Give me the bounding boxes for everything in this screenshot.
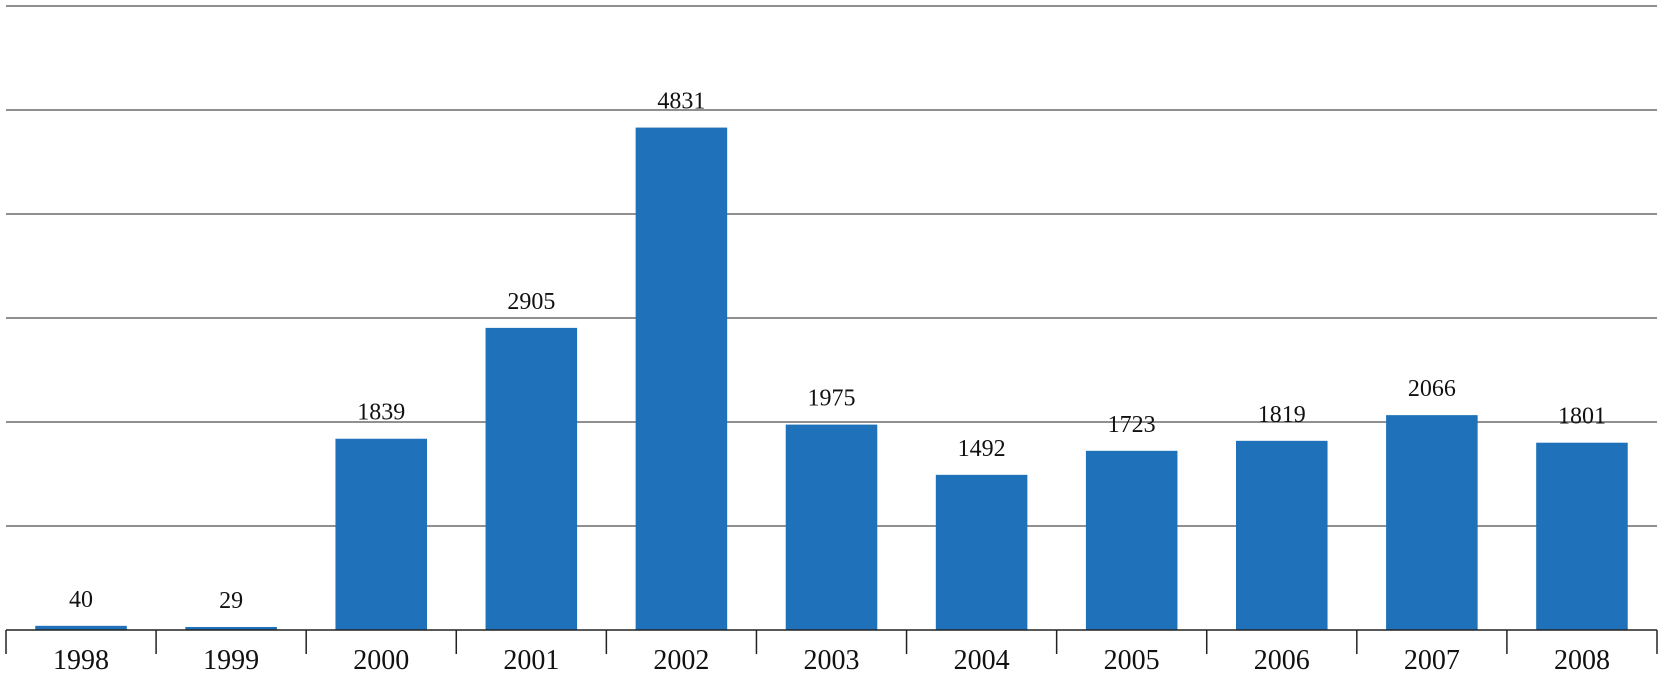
data-label-2005: 1723 [1108,412,1156,438]
x-tick-label-1998: 1998 [53,645,109,676]
x-tick-label-2004: 2004 [954,645,1010,676]
x-tick-label-2008: 2008 [1554,645,1610,676]
bar-2008 [1536,442,1628,630]
x-tick-label-2003: 2003 [804,645,860,676]
data-labels: 40 29 1839 2905 4831 1975 1492 1723 1819 2066 1801 [69,89,1606,614]
data-label-2008: 1801 [1558,404,1606,430]
x-tick-label-2002: 2002 [653,645,709,676]
data-label-2001: 2905 [507,289,555,315]
gridlines [6,5,1657,527]
x-tick-label-2001: 2001 [503,645,559,676]
data-label-1998: 40 [69,587,93,613]
bar-1998 [35,625,127,630]
data-label-2003: 1975 [808,386,856,412]
data-label-2000: 1839 [357,400,405,426]
x-axis: 1998 1999 2000 2001 2002 2003 2004 2005 2006 2007… [5,629,1658,676]
data-label-2006: 1819 [1258,402,1306,428]
bars [35,127,1628,631]
bar-2004 [935,474,1028,630]
x-tick-label-2000: 2000 [353,645,409,676]
bar-2005 [1085,450,1178,630]
data-label-2004: 1492 [958,436,1006,462]
bar-2007 [1386,415,1478,630]
x-tick-label-2006: 2006 [1254,645,1310,676]
bar-2002 [635,127,728,631]
bar-2006 [1235,440,1328,630]
bar-2003 [785,424,878,630]
data-label-2007: 2066 [1408,376,1456,402]
bar-2000 [335,438,428,630]
x-tick-label-1999: 1999 [203,645,259,676]
data-label-2002: 4831 [657,89,705,115]
x-tick-label-2007: 2007 [1404,645,1460,676]
bar-1999 [185,626,277,630]
bar-2001 [485,327,578,630]
x-tick-label-2005: 2005 [1104,645,1160,676]
data-label-1999: 29 [219,588,243,614]
